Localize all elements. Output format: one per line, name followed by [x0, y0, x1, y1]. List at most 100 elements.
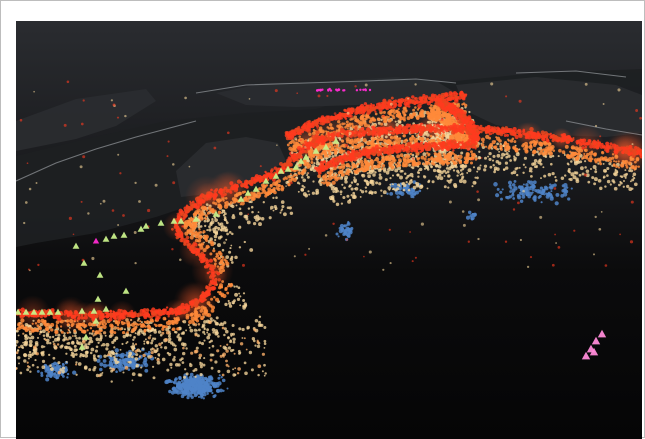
intermediate-earthquake: [209, 353, 213, 357]
intermediate-earthquake: [523, 156, 527, 160]
mid-depth-earthquake: [196, 211, 200, 215]
intermediate-earthquake: [419, 167, 423, 172]
intermediate-earthquake: [225, 329, 229, 334]
deep-earthquake: [177, 386, 182, 391]
intermediate-earthquake: [65, 352, 68, 355]
mid-depth-earthquake: [384, 139, 388, 143]
intermediate-earthquake: [315, 188, 319, 193]
mid-depth-earthquake: [547, 148, 551, 151]
deep-earthquake: [532, 196, 537, 201]
mid-depth-earthquake: [198, 243, 202, 247]
intermediate-earthquake: [312, 180, 315, 183]
intermediate-earthquake: [166, 368, 170, 372]
intermediate-earthquake: [396, 187, 400, 191]
seismicity-3d-view[interactable]: [16, 21, 642, 439]
intermediate-earthquake: [263, 326, 267, 329]
intermediate-earthquake: [587, 180, 591, 184]
intermediate-earthquake: [229, 257, 234, 262]
deep-earthquake: [53, 361, 57, 366]
intermediate-earthquake: [369, 180, 373, 185]
intermediate-earthquake: [149, 354, 153, 358]
intermediate-earthquake: [505, 155, 509, 159]
intermediate-earthquake: [200, 342, 205, 346]
intermediate-earthquake: [48, 335, 52, 339]
mid-depth-earthquake: [356, 162, 360, 166]
mid-depth-earthquake: [258, 187, 262, 191]
intermediate-earthquake: [568, 178, 571, 181]
intermediate-earthquake: [315, 192, 318, 195]
mid-depth-earthquake: [430, 104, 433, 107]
deep-earthquake: [350, 226, 354, 231]
mid-depth-earthquake: [362, 137, 367, 143]
intermediate-earthquake: [19, 371, 23, 375]
intermediate-earthquake: [198, 219, 202, 223]
intermediate-earthquake: [29, 332, 32, 336]
intermediate-earthquake: [361, 173, 366, 178]
mid-depth-earthquake: [218, 286, 222, 290]
mid-depth-earthquake: [396, 137, 400, 141]
intermediate-earthquake: [628, 169, 631, 172]
intermediate-earthquake: [339, 176, 344, 180]
mid-depth-earthquake: [224, 201, 227, 205]
mid-depth-earthquake: [372, 118, 376, 122]
mid-depth-earthquake: [295, 173, 298, 177]
deep-earthquake: [346, 233, 351, 238]
deep-earthquake: [115, 370, 118, 374]
mid-depth-earthquake: [463, 133, 467, 137]
intermediate-earthquake: [409, 172, 414, 177]
mid-depth-earthquake: [203, 234, 207, 238]
mid-depth-earthquake: [197, 238, 202, 243]
intermediate-earthquake: [243, 214, 248, 219]
intermediate-earthquake: [210, 220, 215, 225]
intermediate-earthquake: [230, 244, 233, 247]
deep-earthquake: [505, 195, 509, 199]
intermediate-earthquake: [203, 320, 207, 324]
deep-earthquake: [335, 232, 339, 236]
intermediate-earthquake: [631, 175, 634, 178]
intermediate-earthquake: [229, 339, 232, 342]
shallow-earthquake: [229, 181, 234, 186]
intermediate-earthquake: [380, 189, 383, 192]
mid-depth-earthquake: [589, 155, 593, 160]
intermediate-earthquake: [131, 372, 136, 376]
intermediate-earthquake: [446, 164, 449, 167]
deep-earthquake: [549, 196, 554, 201]
intermediate-earthquake: [244, 371, 248, 376]
intermediate-earthquake: [288, 206, 292, 210]
mid-depth-earthquake: [184, 231, 189, 236]
mid-depth-earthquake: [351, 117, 354, 121]
mid-depth-earthquake: [449, 134, 454, 140]
mid-depth-earthquake: [620, 164, 624, 168]
intermediate-earthquake: [56, 343, 60, 346]
mid-depth-earthquake: [317, 174, 321, 179]
mid-depth-earthquake: [292, 174, 296, 177]
intermediate-earthquake: [512, 170, 517, 175]
intermediate-earthquake: [78, 336, 81, 340]
intermediate-earthquake: [531, 153, 535, 157]
mid-depth-earthquake: [298, 144, 302, 147]
intermediate-earthquake: [304, 193, 309, 198]
deep-earthquake: [554, 201, 559, 206]
intermediate-earthquake: [530, 148, 533, 151]
mid-depth-earthquake: [550, 151, 553, 154]
intermediate-earthquake: [371, 122, 374, 125]
mid-depth-earthquake: [491, 140, 496, 145]
deep-earthquake: [562, 192, 568, 197]
mid-depth-earthquake: [503, 145, 509, 150]
intermediate-earthquake: [221, 209, 224, 212]
intermediate-earthquake: [232, 340, 236, 344]
mid-depth-earthquake: [161, 325, 166, 329]
mid-depth-earthquake: [340, 166, 343, 169]
intermediate-earthquake: [542, 166, 545, 169]
intermediate-earthquake: [382, 167, 387, 172]
intermediate-earthquake: [133, 336, 136, 339]
intermediate-earthquake: [105, 347, 109, 351]
mid-depth-earthquake: [274, 181, 279, 185]
intermediate-earthquake: [507, 154, 511, 158]
intermediate-earthquake: [225, 255, 230, 259]
intermediate-earthquake: [211, 344, 215, 348]
intermediate-earthquake: [498, 150, 501, 153]
mid-depth-earthquake: [528, 145, 533, 150]
mid-depth-earthquake: [210, 309, 215, 313]
intermediate-earthquake: [303, 186, 306, 189]
